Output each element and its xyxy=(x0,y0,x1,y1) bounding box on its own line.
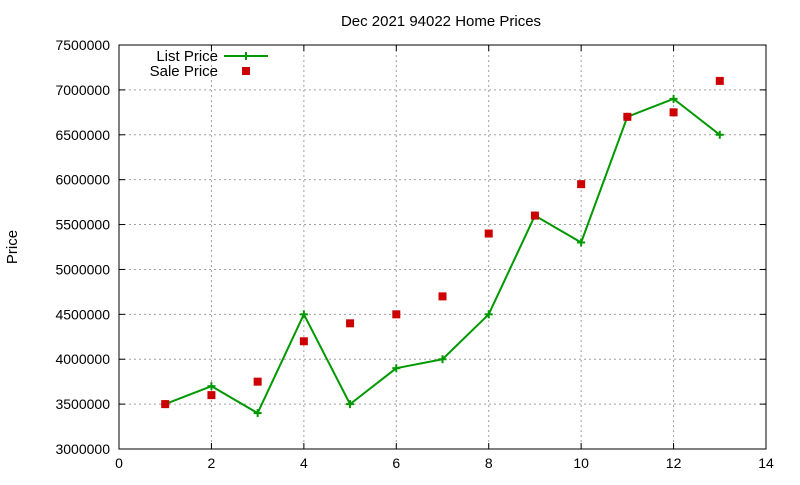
x-tick-label: 6 xyxy=(392,455,400,471)
chart-title: Dec 2021 94022 Home Prices xyxy=(341,13,541,30)
y-axis-label: Price xyxy=(4,230,21,264)
list-price-point xyxy=(669,94,678,103)
x-tick-label: 4 xyxy=(300,455,308,471)
series-list-price xyxy=(161,94,724,418)
legend-square-marker xyxy=(242,67,250,75)
sale-price-point xyxy=(346,319,355,328)
list-price-point xyxy=(299,310,308,319)
data-series xyxy=(161,76,724,418)
y-tick-label: 7500000 xyxy=(55,37,110,53)
list-price-line xyxy=(164,97,721,415)
plot-frame xyxy=(118,44,767,450)
y-tick-label: 3500000 xyxy=(55,396,110,412)
x-tick-label: 10 xyxy=(573,455,589,471)
sale-price-point xyxy=(577,180,586,189)
list-price-point xyxy=(484,310,493,319)
list-price-point xyxy=(577,238,586,247)
sale-price-point xyxy=(438,292,447,301)
x-tick-label: 14 xyxy=(758,455,774,471)
list-price-point xyxy=(438,355,447,364)
y-tick-label: 3000000 xyxy=(55,441,110,457)
y-tick-label: 5000000 xyxy=(55,261,110,277)
y-tick-label: 4500000 xyxy=(55,306,110,322)
x-tick-label: 8 xyxy=(485,455,493,471)
list-price-point xyxy=(715,130,724,139)
sale-price-point xyxy=(669,108,678,117)
legend-label: List Price xyxy=(156,48,218,65)
list-price-point xyxy=(253,409,262,418)
y-tick-label: 6500000 xyxy=(55,127,110,143)
sale-price-point xyxy=(392,310,401,319)
sale-price-point xyxy=(207,391,216,400)
axes: 0 2 4 6 8 10 12 14 3000000 3500000 4000000 4500000 5… xyxy=(55,37,774,471)
sale-price-point xyxy=(253,377,262,386)
y-tick-label: 5500000 xyxy=(55,217,110,233)
legend-item-list-price: List Price xyxy=(156,48,268,65)
x-tick-label: 2 xyxy=(208,455,216,471)
legend-label: Sale Price xyxy=(150,63,218,80)
y-tick-label: 6000000 xyxy=(55,172,110,188)
x-tick-label: 0 xyxy=(115,455,123,471)
list-price-point xyxy=(392,364,401,373)
legend-plus-marker xyxy=(242,52,250,60)
list-price-point xyxy=(207,382,216,391)
legend-item-sale-price: Sale Price xyxy=(150,63,250,80)
sale-price-point xyxy=(299,337,308,346)
x-tick-label: 12 xyxy=(666,455,682,471)
grid-lines xyxy=(119,45,766,449)
sale-price-point xyxy=(623,112,632,121)
sale-price-point xyxy=(715,76,724,85)
y-tick-label: 4000000 xyxy=(55,351,110,367)
sale-price-point xyxy=(484,229,493,238)
sale-price-point xyxy=(161,400,170,409)
list-price-point xyxy=(346,400,355,409)
y-tick-label: 7000000 xyxy=(55,82,110,98)
sale-price-point xyxy=(530,211,539,220)
series-sale-price xyxy=(161,76,724,409)
